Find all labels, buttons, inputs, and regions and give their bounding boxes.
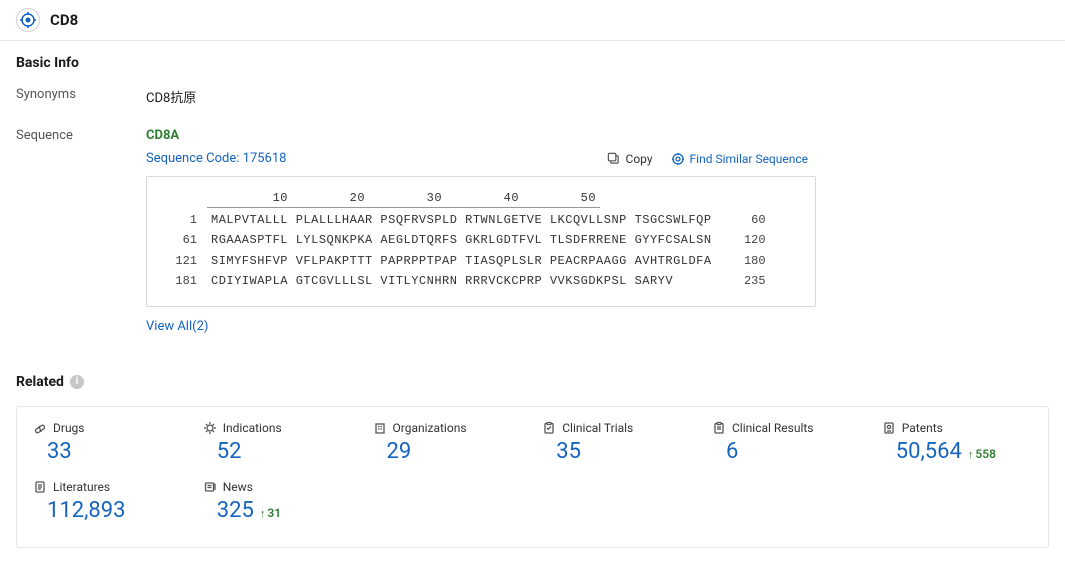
gene-name: CD8A (146, 128, 1049, 143)
sequence-line: 1MALPVTALLL PLALLLHAAR PSQFRVSPLD RTWNLG… (171, 210, 791, 230)
stat-literatures[interactable]: Literatures 112,893 (23, 480, 193, 539)
sequence-toolbar: Sequence Code: 175618 Copy Find Similar … (146, 151, 816, 166)
stat-patents[interactable]: Patents 50,564 ↑558 (872, 421, 1042, 480)
synonyms-row: Synonyms CD8抗原 (16, 87, 1049, 106)
info-icon[interactable]: i (70, 375, 84, 389)
stat-value: 50,564 (896, 439, 962, 464)
sequence-ruler: 10 20 30 40 50 (207, 191, 600, 208)
stat-value: 33 (47, 439, 72, 464)
sequence-code-link[interactable]: Sequence Code: 175618 (146, 151, 286, 166)
lit-icon (33, 480, 47, 494)
drugs-icon (33, 421, 47, 435)
stat-value: 29 (387, 439, 412, 464)
indications-icon (203, 421, 217, 435)
seq-end: 60 (716, 210, 766, 230)
stat-label: Patents (902, 421, 943, 435)
basic-info-section: Basic Info Synonyms CD8抗原 Sequence CD8A … (0, 41, 1065, 360)
related-block: Drugs 33 Indications 52 Organizations 29 Clini… (16, 406, 1049, 548)
stat-delta: ↑31 (260, 506, 281, 520)
sequence-line: 121SIMYFSHFVP VFLPAKPTTT PAPRPPTPAP TIAS… (171, 251, 791, 271)
sequence-box: 10 20 30 40 50 1MALPVTALLL PLALLLHAAR PS… (146, 176, 816, 307)
seq-body: CDIYIWAPLA GTCGVLLLSL VITLYCNHRN RRRVCKC… (207, 271, 716, 291)
seq-end: 180 (716, 251, 766, 271)
sequence-label: Sequence (16, 128, 146, 143)
trials-icon (542, 421, 556, 435)
seq-start: 121 (171, 251, 207, 271)
news-icon (203, 480, 217, 494)
patents-icon (882, 421, 896, 435)
stat-drugs[interactable]: Drugs 33 (23, 421, 193, 480)
sequence-row: Sequence CD8A Sequence Code: 175618 Copy (16, 128, 1049, 334)
stat-label: Literatures (53, 480, 110, 494)
stat-value: 112,893 (47, 498, 126, 523)
stat-news[interactable]: News 325 ↑31 (193, 480, 363, 539)
synonyms-label: Synonyms (16, 87, 146, 102)
seq-end: 120 (716, 230, 766, 250)
find-similar-icon (671, 152, 685, 166)
copy-button[interactable]: Copy (607, 152, 653, 166)
copy-icon (607, 152, 621, 166)
related-title: Related i (16, 374, 1049, 390)
seq-start: 1 (171, 210, 207, 230)
seq-body: RGAAASPTFL LYLSQNKPKA AEGLDTQRFS GKRLGDT… (207, 230, 716, 250)
seq-body: MALPVTALLL PLALLLHAAR PSQFRVSPLD RTWNLGE… (207, 210, 716, 230)
stat-label: Clinical Trials (562, 421, 633, 435)
seq-start: 61 (171, 230, 207, 250)
stat-clinical-results[interactable]: Clinical Results 6 (702, 421, 872, 480)
stat-organizations[interactable]: Organizations 29 (363, 421, 533, 480)
page-header: CD8 (0, 0, 1065, 41)
stat-indications[interactable]: Indications 52 (193, 421, 363, 480)
seq-body: SIMYFSHFVP VFLPAKPTTT PAPRPPTPAP TIASQPL… (207, 251, 716, 271)
orgs-icon (373, 421, 387, 435)
arrow-up-icon: ↑ (260, 507, 266, 520)
find-similar-button[interactable]: Find Similar Sequence (671, 152, 808, 166)
view-all-link[interactable]: View All(2) (146, 319, 1049, 334)
sequence-line: 61RGAAASPTFL LYLSQNKPKA AEGLDTQRFS GKRLG… (171, 230, 791, 250)
target-icon (16, 8, 40, 32)
find-similar-label: Find Similar Sequence (690, 152, 808, 166)
basic-info-title: Basic Info (16, 55, 1049, 71)
stat-value: 6 (726, 439, 738, 464)
page-title: CD8 (50, 11, 78, 29)
stat-label: Drugs (53, 421, 85, 435)
sequence-line: 181CDIYIWAPLA GTCGVLLLSL VITLYCNHRN RRRV… (171, 271, 791, 291)
stat-delta: ↑558 (968, 447, 996, 461)
stat-label: News (223, 480, 253, 494)
stat-label: Clinical Results (732, 421, 814, 435)
stat-label: Indications (223, 421, 282, 435)
related-section: Related i (0, 360, 1065, 390)
seq-end: 235 (716, 271, 766, 291)
stat-value: 325 (217, 498, 254, 523)
synonyms-value: CD8抗原 (146, 87, 1049, 106)
seq-start: 181 (171, 271, 207, 291)
stat-value: 35 (556, 439, 581, 464)
copy-label: Copy (626, 152, 653, 166)
stat-label: Organizations (393, 421, 467, 435)
stat-clinical-trials[interactable]: Clinical Trials 35 (532, 421, 702, 480)
results-icon (712, 421, 726, 435)
stat-value: 52 (217, 439, 242, 464)
arrow-up-icon: ↑ (968, 448, 974, 461)
